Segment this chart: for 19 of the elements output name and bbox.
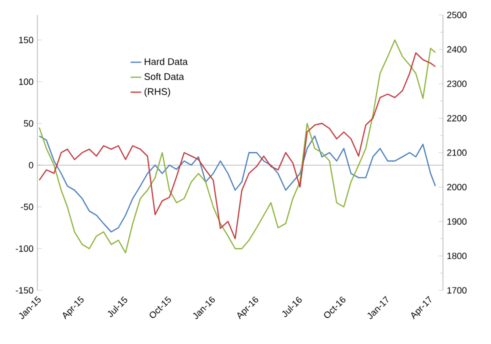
legend-label: (RHS) [144, 88, 170, 97]
y2-tick-label: 2400 [447, 46, 467, 53]
y-tick-label: -150 [16, 287, 34, 294]
y-tick-label: 150 [19, 36, 34, 44]
y2-tick-label: 2000 [447, 184, 467, 190]
y2-tick-label: 1900 [447, 218, 467, 225]
legend-label: Hard Data [144, 58, 188, 66]
y2-tick-label: 1700 [447, 287, 467, 294]
y-tick-label: -50 [20, 204, 34, 210]
y-tick-label: 50 [24, 120, 34, 127]
y2-tick-label: 2300 [447, 80, 467, 88]
y-tick-label: 100 [19, 78, 34, 86]
legend-label: Soft Data [144, 73, 184, 80]
y2-tick-label: 2100 [447, 150, 467, 156]
y2-tick-label: 2500 [447, 12, 467, 18]
y2-tick-label: 1800 [447, 252, 467, 260]
y-tick-label: -100 [16, 246, 34, 252]
y-tick-label: 0 [28, 162, 34, 169]
y2-tick-label: 2200 [447, 115, 467, 122]
